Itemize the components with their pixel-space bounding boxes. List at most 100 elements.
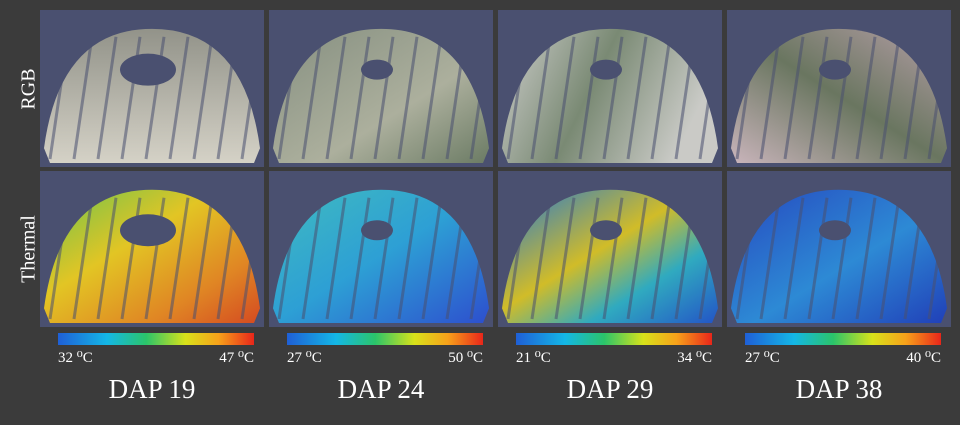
row-stripe <box>301 36 323 160</box>
hole <box>590 59 622 80</box>
row-stripe <box>530 197 552 320</box>
column-title: DAP 19 <box>109 374 196 404</box>
row-stripe <box>72 197 94 320</box>
row-stripe <box>698 36 720 160</box>
row-stripe <box>421 36 443 160</box>
row-stripe <box>650 36 672 160</box>
colorbar <box>287 333 483 345</box>
point-cloud <box>502 189 718 323</box>
point-cloud <box>273 189 489 323</box>
row-stripe <box>879 197 901 320</box>
scale-min: 21 ⁰C <box>516 350 551 366</box>
row-stripe <box>554 36 576 160</box>
point-cloud <box>731 28 947 164</box>
scale-max: 47 ⁰C <box>219 350 254 366</box>
row-stripe <box>240 36 262 160</box>
row-stripe <box>578 36 600 160</box>
row-stripe <box>602 197 624 320</box>
row-stripe <box>277 197 299 320</box>
column-title: DAP 38 <box>796 374 883 404</box>
row-stripe <box>759 36 781 160</box>
row-stripe <box>445 36 467 160</box>
column-title: DAP 24 <box>338 374 425 404</box>
row-stripe <box>301 197 323 320</box>
row-stripe <box>698 197 720 320</box>
row-stripe <box>807 36 829 160</box>
row-stripe <box>530 36 552 160</box>
row-stripe <box>397 36 419 160</box>
row-stripe <box>602 36 624 160</box>
hole <box>819 59 851 80</box>
point-cloud <box>731 189 947 323</box>
row-stripe <box>192 197 214 320</box>
row-stripe <box>927 197 949 320</box>
row-stripe <box>674 197 696 320</box>
row-stripe <box>578 197 600 320</box>
point-cloud <box>44 189 260 323</box>
row-label: RGB <box>18 68 40 109</box>
scale-min: 32 ⁰C <box>58 350 93 366</box>
row-stripe <box>397 197 419 320</box>
row-stripe <box>349 36 371 160</box>
row-stripe <box>855 36 877 160</box>
row-stripe <box>421 197 443 320</box>
row-stripe <box>650 197 672 320</box>
row-stripe <box>783 197 805 320</box>
row-stripe <box>626 197 648 320</box>
row-stripe <box>96 197 118 320</box>
column-title: DAP 29 <box>567 374 654 404</box>
row-stripe <box>216 36 238 160</box>
row-stripe <box>216 197 238 320</box>
row-stripe <box>855 197 877 320</box>
row-stripe <box>445 197 467 320</box>
row-stripe <box>168 36 190 160</box>
row-stripe <box>735 197 757 320</box>
hole <box>819 220 851 241</box>
row-stripe <box>325 197 347 320</box>
colorbar <box>745 333 941 345</box>
hole <box>361 59 393 80</box>
row-stripe <box>506 197 528 320</box>
row-stripe <box>469 197 491 320</box>
row-stripe <box>240 197 262 320</box>
hole <box>361 220 393 241</box>
row-stripe <box>96 36 118 160</box>
point-cloud <box>273 28 489 164</box>
row-stripe <box>807 197 829 320</box>
row-stripe <box>903 36 925 160</box>
row-stripe <box>277 36 299 160</box>
row-stripe <box>554 197 576 320</box>
row-stripe <box>373 197 395 320</box>
row-stripe <box>927 36 949 160</box>
row-stripe <box>783 36 805 160</box>
point-cloud <box>44 28 260 164</box>
scale-min: 27 ⁰C <box>745 350 780 366</box>
row-stripe <box>469 36 491 160</box>
hole <box>120 214 176 247</box>
row-stripe <box>879 36 901 160</box>
scale-max: 40 ⁰C <box>906 350 941 366</box>
row-stripe <box>349 197 371 320</box>
point-cloud <box>502 28 718 164</box>
row-stripe <box>506 36 528 160</box>
row-stripe <box>325 36 347 160</box>
scale-max: 34 ⁰C <box>677 350 712 366</box>
row-stripe <box>831 197 853 320</box>
hole <box>590 220 622 241</box>
colorbar <box>516 333 712 345</box>
row-stripe <box>48 36 70 160</box>
row-stripe <box>735 36 757 160</box>
row-stripe <box>373 36 395 160</box>
row-stripe <box>831 36 853 160</box>
row-stripe <box>192 36 214 160</box>
row-stripe <box>903 197 925 320</box>
scale-min: 27 ⁰C <box>287 350 322 366</box>
row-stripe <box>626 36 648 160</box>
scale-max: 50 ⁰C <box>448 350 483 366</box>
row-stripe <box>168 197 190 320</box>
row-stripe <box>674 36 696 160</box>
row-label: Thermal <box>18 215 40 283</box>
row-stripe <box>72 36 94 160</box>
